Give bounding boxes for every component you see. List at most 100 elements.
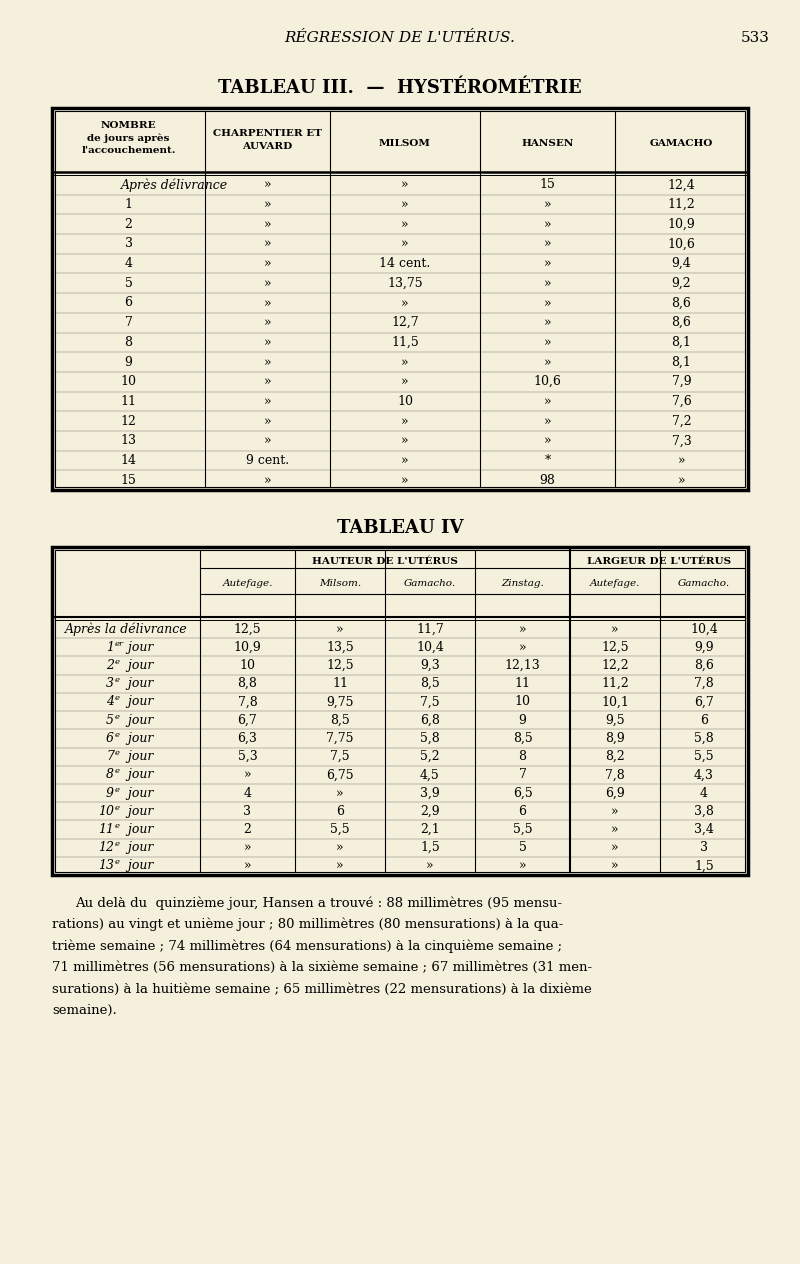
Text: 11: 11 (332, 678, 348, 690)
Text: 5: 5 (125, 277, 133, 289)
Text: »: » (401, 474, 409, 487)
Text: 9,3: 9,3 (420, 659, 440, 672)
Text: 6,75: 6,75 (326, 769, 354, 781)
Text: »: » (544, 415, 551, 427)
Text: 10: 10 (239, 659, 255, 672)
Text: »: » (544, 217, 551, 231)
Text: 11: 11 (121, 394, 137, 408)
Text: 4,5: 4,5 (420, 769, 440, 781)
Text: »: » (401, 435, 409, 447)
Text: jour: jour (124, 641, 154, 653)
Text: 3: 3 (125, 238, 133, 250)
Text: »: » (611, 860, 619, 872)
Text: e: e (115, 694, 120, 703)
Text: »: » (518, 641, 526, 653)
Text: »: » (544, 297, 551, 310)
Text: e: e (115, 731, 120, 739)
Text: 8,5: 8,5 (420, 678, 440, 690)
Text: HANSEN: HANSEN (522, 139, 574, 148)
Text: 7,8: 7,8 (694, 678, 714, 690)
Text: 3,4: 3,4 (694, 823, 714, 836)
Text: 9,75: 9,75 (326, 695, 354, 708)
Text: e: e (115, 804, 120, 811)
Text: 4: 4 (700, 786, 708, 800)
Text: Autefage.: Autefage. (590, 579, 640, 588)
Text: 15: 15 (539, 178, 555, 191)
Text: 7,5: 7,5 (420, 695, 440, 708)
Text: 11: 11 (98, 823, 114, 836)
Text: »: » (401, 454, 409, 466)
Text: 5,8: 5,8 (420, 732, 440, 744)
Text: semaine).: semaine). (52, 1004, 117, 1018)
Text: »: » (401, 198, 409, 211)
Text: 4: 4 (243, 786, 251, 800)
Text: 7,5: 7,5 (330, 750, 350, 763)
Text: Gamacho.: Gamacho. (404, 579, 456, 588)
Text: »: » (264, 277, 271, 289)
Text: 12,4: 12,4 (668, 178, 695, 191)
Text: »: » (244, 769, 251, 781)
Text: jour: jour (124, 805, 154, 818)
Text: 10,4: 10,4 (416, 641, 444, 653)
Text: jour: jour (124, 786, 154, 800)
Text: 10: 10 (98, 805, 114, 818)
Text: jour: jour (124, 659, 154, 672)
Text: »: » (678, 474, 686, 487)
Text: 8,9: 8,9 (605, 732, 625, 744)
Text: »: » (336, 786, 344, 800)
Text: 9,2: 9,2 (672, 277, 691, 289)
Text: »: » (544, 316, 551, 329)
Text: 10: 10 (397, 394, 413, 408)
Text: 10: 10 (121, 375, 137, 388)
Text: »: » (544, 336, 551, 349)
Text: 11: 11 (514, 678, 530, 690)
Text: 7,75: 7,75 (326, 732, 354, 744)
Text: »: » (611, 623, 619, 636)
Text: »: » (264, 375, 271, 388)
Text: »: » (544, 355, 551, 369)
Text: *: * (544, 454, 550, 466)
Text: 6,3: 6,3 (238, 732, 258, 744)
Text: 11,2: 11,2 (668, 198, 695, 211)
Text: »: » (264, 435, 271, 447)
Text: »: » (264, 336, 271, 349)
Text: HAUTEUR DE L'UTÉRUS: HAUTEUR DE L'UTÉRUS (312, 556, 458, 565)
Text: 2: 2 (125, 217, 133, 231)
Text: e: e (115, 767, 120, 775)
Text: »: » (264, 355, 271, 369)
Text: 14: 14 (121, 454, 137, 466)
Text: 1,5: 1,5 (420, 841, 440, 854)
Text: 5,5: 5,5 (694, 750, 714, 763)
Text: 9: 9 (518, 714, 526, 727)
Text: 7,6: 7,6 (672, 394, 691, 408)
Text: TABLEAU IV: TABLEAU IV (337, 520, 463, 537)
Text: CHARPENTIER ET
AUVARD: CHARPENTIER ET AUVARD (213, 129, 322, 150)
Text: 5,2: 5,2 (420, 750, 440, 763)
Text: NOMBRE
de jours après
l'accouchement.: NOMBRE de jours après l'accouchement. (82, 120, 176, 155)
Text: 5: 5 (518, 841, 526, 854)
Text: LARGEUR DE L'UTÉRUS: LARGEUR DE L'UTÉRUS (587, 556, 731, 565)
Text: Après délivrance: Après délivrance (121, 178, 228, 192)
Text: 8,5: 8,5 (513, 732, 532, 744)
Text: 6: 6 (106, 732, 114, 744)
Text: »: » (264, 394, 271, 408)
Text: 7,9: 7,9 (672, 375, 691, 388)
Text: 8,6: 8,6 (671, 316, 691, 329)
Text: Milsom.: Milsom. (319, 579, 361, 588)
Text: 10: 10 (514, 695, 530, 708)
Text: 8: 8 (518, 750, 526, 763)
Text: 13: 13 (121, 435, 137, 447)
Text: 4,3: 4,3 (694, 769, 714, 781)
Text: 5,3: 5,3 (238, 750, 258, 763)
Text: jour: jour (124, 823, 154, 836)
Text: jour: jour (124, 678, 154, 690)
Text: 7: 7 (518, 769, 526, 781)
Text: 4: 4 (125, 257, 133, 270)
Text: jour: jour (124, 714, 154, 727)
Text: Zinstag.: Zinstag. (501, 579, 544, 588)
Text: 5,8: 5,8 (694, 732, 714, 744)
Text: 6,7: 6,7 (238, 714, 258, 727)
Text: 6: 6 (700, 714, 708, 727)
Text: 9,5: 9,5 (605, 714, 625, 727)
Text: 9 cent.: 9 cent. (246, 454, 289, 466)
